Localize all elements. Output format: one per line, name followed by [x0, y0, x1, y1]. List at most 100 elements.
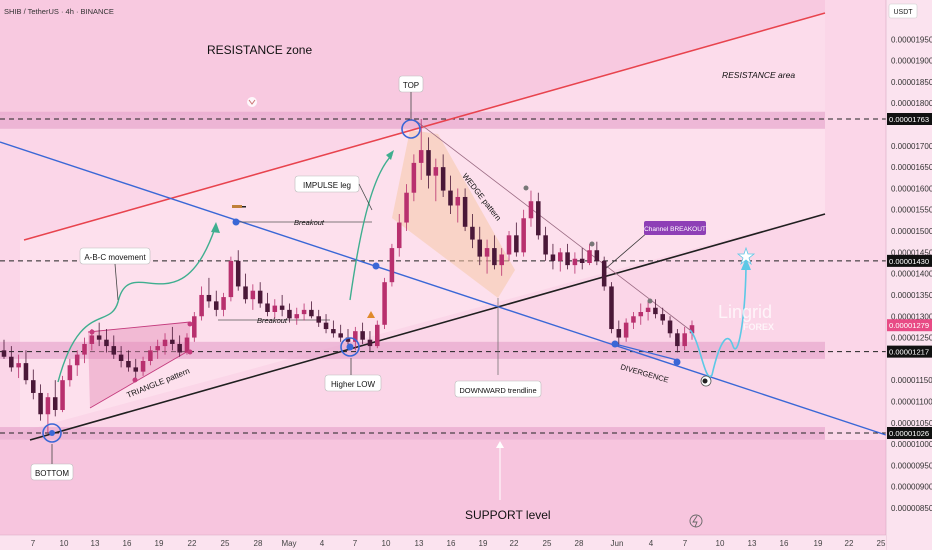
- downward-trendline-box: DOWNWARD trendline: [454, 380, 542, 398]
- candle-body: [250, 290, 256, 300]
- price-tick-label: 0.00001350: [891, 291, 932, 300]
- downward-trendline-label: DOWNWARD trendline: [459, 386, 536, 395]
- candle-body: [462, 196, 468, 227]
- price-badge[interactable]: [887, 345, 932, 358]
- candle-body: [638, 312, 644, 317]
- price-tick-label: 0.00000850: [891, 504, 932, 513]
- breakout-label-1: Breakout: [294, 218, 325, 227]
- candle-body: [389, 248, 395, 283]
- time-tick-label: 13: [91, 539, 100, 548]
- higher-low-label: Higher LOW: [331, 380, 375, 389]
- currency-box: USDT: [888, 3, 918, 19]
- bottom-dot: [49, 430, 55, 436]
- candle-body: [616, 329, 622, 338]
- candle-body: [396, 222, 402, 249]
- candle-body: [111, 346, 117, 355]
- time-tick-label: 19: [155, 539, 164, 548]
- projection-path[interactable]: [689, 267, 747, 378]
- candle-body: [418, 150, 424, 163]
- bottom-marker[interactable]: [42, 423, 62, 443]
- price-badges[interactable]: 0.00001763 0.00001430 0.00001279 0.00001217…: [887, 113, 932, 439]
- time-tick-label: 7: [353, 539, 358, 548]
- price-tick-label: 0.00001650: [891, 163, 932, 172]
- candle-body: [477, 239, 483, 257]
- candle-body: [309, 309, 314, 317]
- projection-target-star: [736, 246, 756, 266]
- abc-pointer: [114, 263, 119, 301]
- candle-body: [375, 324, 380, 347]
- candle-body: [272, 305, 278, 313]
- eye-icon[interactable]: [700, 375, 712, 387]
- bottom-label-box: BOTTOM: [30, 463, 74, 481]
- candle-body: [448, 190, 453, 206]
- candle-body: [572, 258, 578, 266]
- price-tick-label: 0.00001600: [891, 184, 932, 193]
- candle-body: [31, 380, 36, 393]
- time-tick-label: 10: [382, 539, 391, 548]
- price-badge[interactable]: [887, 254, 932, 267]
- wedge-point-1: [523, 185, 529, 191]
- candle-body: [323, 322, 329, 330]
- candle-body: [492, 248, 497, 266]
- support-area-shade: [0, 440, 886, 535]
- abc-movement-label: A-B-C movement: [84, 253, 146, 262]
- candle-body: [192, 316, 197, 338]
- candle-body: [382, 282, 387, 325]
- impulse-leg-label: IMPULSE leg: [303, 181, 351, 190]
- wedge-pattern-fill: [392, 130, 515, 298]
- candle-body: [228, 260, 234, 298]
- candle-body: [499, 254, 504, 266]
- candle-body: [243, 286, 248, 300]
- price-tick-label: 0.00000950: [891, 461, 932, 470]
- time-axis-panel[interactable]: [0, 535, 886, 550]
- price-badge[interactable]: [887, 113, 932, 125]
- candle-body: [301, 309, 307, 315]
- candle-body: [96, 335, 102, 340]
- time-tick-label: 16: [123, 539, 132, 548]
- wedge-point-2: [589, 241, 595, 247]
- time-tick-label: 4: [320, 539, 325, 548]
- candle-body: [565, 252, 570, 266]
- support-arrow-head: [496, 441, 504, 448]
- price-tick-label: 0.00001450: [891, 248, 932, 257]
- price-axis-panel[interactable]: [886, 0, 932, 550]
- candle-body: [45, 397, 51, 415]
- abc-movement-box: A-B-C movement: [79, 247, 151, 265]
- impulse-arrow-head: [386, 150, 394, 160]
- price-badge[interactable]: [887, 319, 932, 332]
- logo-sub: FOREX: [743, 322, 774, 332]
- candle-body: [126, 360, 131, 368]
- resistance-trendline[interactable]: [23, 12, 826, 241]
- support-trendline[interactable]: [29, 213, 826, 441]
- candle-body: [9, 356, 14, 368]
- candle-body: [594, 250, 600, 261]
- rocket-icon: [367, 311, 375, 318]
- price-badge-label: 0.00001026: [889, 429, 929, 438]
- alert-down-icon[interactable]: [247, 97, 257, 107]
- candle-body: [74, 354, 80, 366]
- price-badge-label: 0.00001279: [889, 321, 929, 330]
- candle-body: [287, 309, 292, 319]
- candle-body: [294, 314, 300, 319]
- candle-body: [667, 320, 673, 334]
- zone-band-2: [0, 427, 825, 440]
- candle-body: [316, 316, 321, 323]
- flash-icon[interactable]: [689, 514, 703, 528]
- price-badge-label: 0.00001430: [889, 257, 929, 266]
- bottom-label: BOTTOM: [35, 469, 69, 478]
- time-tick-label: 10: [60, 539, 69, 548]
- candle-body: [199, 294, 204, 317]
- candle-body: [623, 322, 629, 338]
- candle-body: [279, 305, 285, 310]
- candle-body: [104, 339, 109, 347]
- downward-trendline[interactable]: [0, 141, 887, 436]
- price-badge[interactable]: [887, 427, 932, 439]
- divergence-dot-1: [611, 340, 619, 348]
- time-tick-label: 22: [845, 539, 854, 548]
- candle-body: [118, 354, 124, 361]
- time-tick-label: 10: [716, 539, 725, 548]
- higher-low-marker[interactable]: [340, 337, 360, 357]
- candle-body: [221, 297, 226, 310]
- candle-body: [587, 250, 592, 264]
